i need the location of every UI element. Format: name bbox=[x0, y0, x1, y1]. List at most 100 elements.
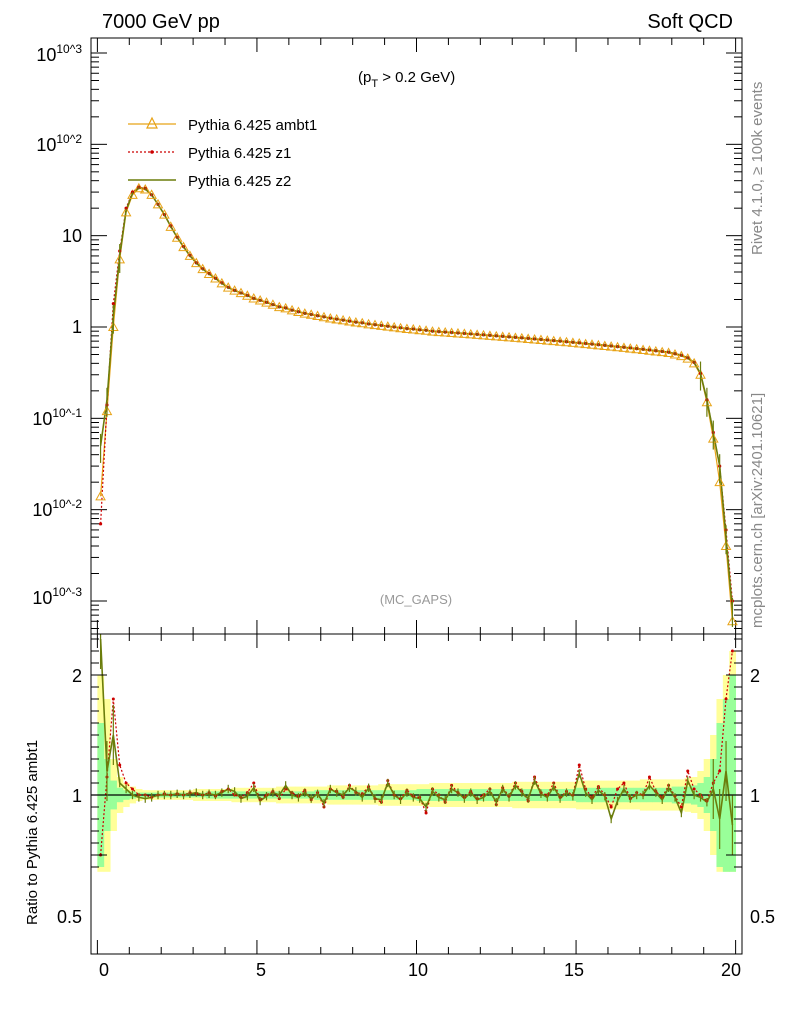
ambt1-point bbox=[248, 293, 260, 303]
ambt1-point bbox=[433, 326, 445, 337]
ambt1-point bbox=[586, 339, 598, 349]
ambt1-point bbox=[376, 320, 387, 330]
ratio-z1-point bbox=[124, 781, 128, 785]
ratio-y-tick-1-right: 1 bbox=[750, 786, 760, 806]
cut-label: (pT > 0.2 GeV) bbox=[358, 69, 455, 90]
ambt1-point bbox=[516, 332, 528, 343]
ratio-panel: 2 1 0.5 2 1 0.5 0 5 10 15 20 Ratio to Py… bbox=[24, 633, 775, 980]
ratio-y-tick-0.5-right: 0.5 bbox=[750, 907, 775, 927]
ambt1-point bbox=[459, 328, 470, 338]
ambt1-point bbox=[165, 221, 177, 231]
ambt1-point bbox=[184, 250, 196, 260]
ambt1-point bbox=[669, 348, 681, 359]
ambt1-point bbox=[216, 277, 228, 288]
main-axis-ticks bbox=[91, 38, 742, 635]
x-tick-label-10: 10 bbox=[408, 960, 428, 980]
legend-entry-ambt1: Pythia 6.425 ambt1 bbox=[128, 116, 317, 134]
ambt1-point bbox=[293, 306, 304, 316]
legend-label-z1: Pythia 6.425 z1 bbox=[188, 145, 291, 162]
z1-point bbox=[124, 206, 128, 210]
ratio-z1-point bbox=[424, 811, 428, 815]
y-tick-label-1000: 1010^3 bbox=[36, 42, 82, 65]
ambt1-point bbox=[159, 209, 170, 219]
ambt1-point bbox=[369, 319, 381, 330]
y-tick-label-100: 1010^2 bbox=[36, 132, 82, 155]
ratio-z1-point bbox=[692, 787, 696, 791]
ambt1-point bbox=[337, 314, 349, 325]
legend-entry-z1: Pythia 6.425 z1 bbox=[128, 145, 291, 162]
ambt1-point bbox=[637, 344, 649, 354]
legend: Pythia 6.425 ambt1 Pythia 6.425 z1 Pythi… bbox=[128, 116, 317, 190]
ambt1-point bbox=[554, 336, 566, 346]
ambt1-point bbox=[127, 189, 138, 199]
ambt1-point bbox=[573, 337, 585, 348]
ambt1-point bbox=[631, 343, 643, 354]
ambt1-point bbox=[580, 338, 591, 349]
ambt1-point bbox=[222, 282, 234, 292]
ambt1-point bbox=[656, 346, 668, 357]
ambt1-point bbox=[286, 304, 298, 315]
ambt1-point bbox=[427, 326, 438, 336]
ratio-y-tick-1: 1 bbox=[72, 786, 82, 806]
ambt1-point bbox=[420, 325, 432, 335]
ratio-axis-ticks bbox=[91, 634, 742, 954]
triangle-marker-icon bbox=[146, 116, 158, 129]
ratio-z1-point bbox=[679, 805, 683, 809]
ratio-z1-point bbox=[118, 763, 122, 767]
ambt1-point bbox=[484, 330, 496, 340]
ambt1-point bbox=[229, 285, 240, 295]
ratio-uncertainty-bands bbox=[97, 651, 737, 872]
legend-entry-z2: Pythia 6.425 z2 bbox=[128, 173, 291, 190]
ratio-z1-point bbox=[616, 787, 620, 791]
legend-label-z2: Pythia 6.425 z2 bbox=[188, 173, 291, 190]
ratio-z1-point bbox=[609, 805, 613, 809]
ambt1-point bbox=[522, 333, 534, 343]
ambt1-point bbox=[471, 329, 483, 339]
dot-marker-icon bbox=[150, 150, 154, 154]
ratio-y-tick-0.5: 0.5 bbox=[57, 907, 82, 927]
ratio-y-tick-2-right: 2 bbox=[750, 666, 760, 686]
ratio-y-tick-2: 2 bbox=[72, 666, 82, 686]
analysis-label: (MC_GAPS) bbox=[380, 592, 452, 607]
ratio-panel-frame bbox=[90, 633, 743, 955]
ratio-z1-point bbox=[730, 649, 734, 653]
ambt1-point bbox=[331, 313, 343, 324]
ambt1-point bbox=[599, 340, 611, 350]
ambt1-point bbox=[407, 323, 419, 334]
ambt1-point bbox=[299, 308, 311, 318]
main-line-z2 bbox=[99, 186, 734, 610]
ambt1-point bbox=[324, 312, 336, 323]
ambt1-point bbox=[203, 268, 215, 279]
ambt1-point bbox=[414, 324, 426, 335]
ambt1-point bbox=[548, 335, 560, 346]
ambt1-point bbox=[139, 184, 151, 194]
ambt1-point bbox=[510, 332, 521, 342]
z1-point bbox=[111, 302, 115, 306]
ambt1-point bbox=[242, 290, 253, 300]
ambt1-point bbox=[567, 337, 579, 347]
main-series-group bbox=[95, 182, 738, 627]
ambt1-point bbox=[152, 198, 164, 209]
ambt1-point bbox=[688, 357, 700, 368]
ambt1-point bbox=[280, 302, 292, 313]
ratio-line-z1 bbox=[100, 650, 733, 856]
ambt1-point bbox=[235, 287, 247, 298]
ratio-z1-point bbox=[718, 769, 722, 773]
ambt1-point bbox=[190, 257, 202, 268]
green-band-bin bbox=[729, 675, 737, 872]
ambt1-point bbox=[261, 297, 272, 307]
y-tick-label-1e-1: 1010^-1 bbox=[32, 406, 82, 429]
y-tick-label-1e-3: 1010^-3 bbox=[32, 585, 82, 608]
ambt1-point bbox=[605, 341, 617, 351]
ambt1-point bbox=[644, 345, 655, 355]
ratio-z1-point bbox=[577, 763, 581, 767]
ambt1-point bbox=[478, 329, 489, 340]
y-tick-label-10: 10 bbox=[62, 226, 82, 246]
x-tick-label-15: 15 bbox=[564, 960, 584, 980]
ambt1-point bbox=[503, 331, 515, 342]
ambt1-point bbox=[388, 321, 400, 332]
legend-label-ambt1: Pythia 6.425 ambt1 bbox=[188, 117, 317, 134]
ambt1-point bbox=[171, 232, 183, 242]
ambt1-point bbox=[210, 272, 221, 283]
